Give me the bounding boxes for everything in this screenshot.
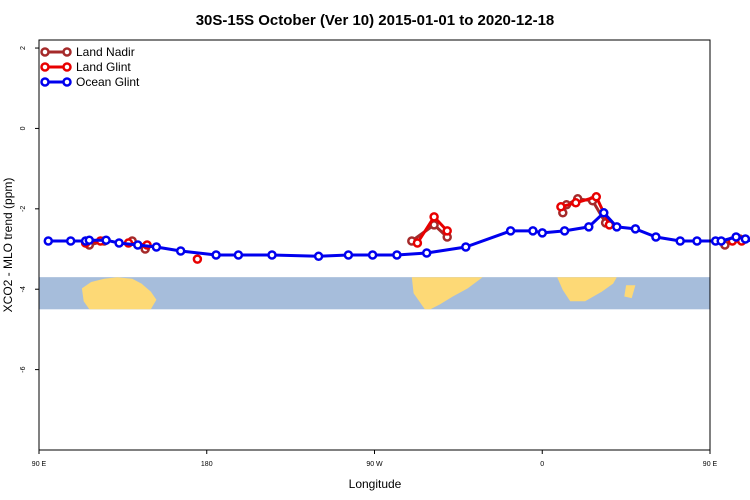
data-point [429, 212, 439, 222]
x-axis-ticks: 90 E 180 90 W 0 90 E [32, 450, 718, 468]
legend-marker [62, 62, 72, 72]
data-point [556, 202, 566, 212]
x-tick-label: 90 E [703, 461, 718, 468]
data-point [101, 235, 111, 245]
y-tick-label: -4 [20, 286, 27, 292]
data-point [731, 232, 741, 242]
data-point [528, 226, 538, 236]
y-axis-label: XCO2 - MLO trend (ppm) [1, 178, 15, 313]
data-point [612, 222, 622, 232]
data-point [84, 235, 95, 245]
data-point [392, 250, 402, 260]
y-tick-label: -2 [20, 206, 27, 212]
data-point [461, 242, 471, 252]
x-tick-label: 0 [540, 461, 544, 468]
legend-marker [40, 47, 50, 57]
data-point [591, 192, 602, 202]
data-point [175, 246, 186, 256]
data-point [313, 251, 324, 262]
data-point [367, 250, 378, 260]
data-point [133, 240, 143, 250]
y-tick-label: 0 [20, 126, 27, 130]
data-point [267, 250, 277, 260]
data-point [692, 236, 702, 246]
data-point [412, 238, 423, 248]
data-point [192, 254, 203, 264]
data-point [651, 232, 661, 242]
data-point [233, 250, 244, 260]
map-land-africa [557, 277, 617, 302]
map-land-australia [81, 277, 157, 310]
data-point [537, 228, 548, 238]
data-point [675, 236, 685, 246]
data-point [421, 248, 432, 258]
data-point [65, 236, 76, 246]
legend-marker [62, 77, 72, 87]
legend-label: Ocean Glint [76, 75, 140, 89]
x-tick-label: 90 W [366, 461, 383, 468]
data-point [630, 224, 641, 234]
legend-marker [40, 62, 50, 72]
data-point [343, 250, 354, 260]
series-ocean-glint [43, 208, 750, 262]
x-axis-label: Longitude [349, 477, 402, 491]
data-point [43, 236, 54, 246]
legend-label: Land Nadir [76, 45, 135, 59]
chart-title: 30S-15S October (Ver 10) 2015-01-01 to 2… [196, 12, 555, 29]
data-point [571, 198, 581, 208]
x-tick-label: 90 E [32, 461, 47, 468]
legend-marker [40, 77, 50, 87]
data-point [559, 226, 570, 236]
legend-marker [62, 47, 72, 57]
map-strip [39, 277, 710, 310]
legend-label: Land Glint [76, 60, 131, 74]
data-point [740, 234, 750, 244]
y-tick-label: -6 [20, 366, 27, 372]
plot-area [43, 192, 750, 264]
data-point [114, 238, 124, 248]
data-point [584, 222, 594, 232]
data-point [505, 226, 516, 236]
map-land-madagascar [624, 285, 636, 299]
y-axis-ticks: 2 0 -2 -4 -6 [20, 46, 39, 373]
plot-frame [38, 39, 711, 451]
y-tick-label: 2 [20, 46, 27, 50]
map-land-south-america [411, 277, 483, 310]
data-point [211, 250, 221, 260]
data-point [151, 242, 162, 252]
data-point [599, 208, 609, 218]
x-tick-label: 180 [201, 461, 213, 468]
data-point [442, 226, 452, 236]
data-point [716, 236, 726, 246]
